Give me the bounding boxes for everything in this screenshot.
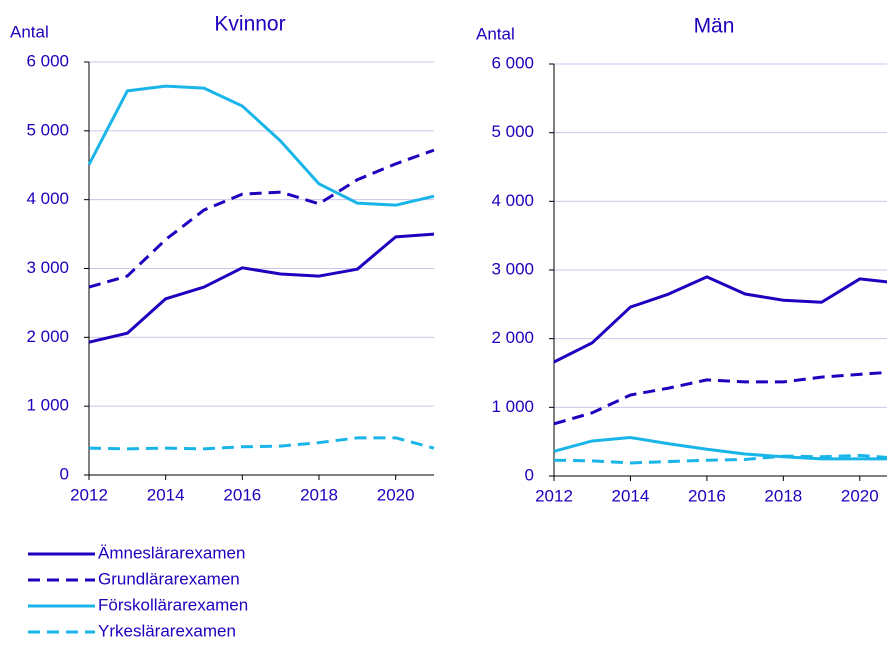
x-tick-label: 2016 — [688, 486, 726, 505]
x-tick-label: 2014 — [147, 485, 185, 504]
data-line — [553, 370, 887, 426]
chart-title: Män — [694, 15, 735, 38]
data-line — [88, 436, 435, 451]
data-line — [88, 148, 435, 289]
x-tick-label: 2020 — [377, 485, 415, 504]
y-tick-label: 6 000 — [26, 51, 69, 70]
y-axis-label: Antal — [10, 22, 49, 41]
data-line — [553, 436, 887, 461]
y-tick-label: 2 000 — [26, 327, 69, 346]
y-tick-label: 4 000 — [491, 191, 534, 210]
y-axis-label: Antal — [476, 24, 515, 43]
x-tick-label: 2012 — [535, 486, 573, 505]
y-tick-label: 5 000 — [491, 122, 534, 141]
chart-title: Kvinnor — [214, 13, 285, 36]
y-tick-label: 2 000 — [491, 328, 534, 347]
y-tick-label: 3 000 — [26, 258, 69, 277]
legend-label: Yrkeslärarexamen — [98, 621, 236, 640]
x-tick-label: 2012 — [70, 485, 108, 504]
legend-label: Ämneslärarexamen — [98, 543, 245, 562]
x-tick-label: 2014 — [612, 486, 650, 505]
y-tick-label: 3 000 — [491, 259, 534, 278]
data-line — [553, 275, 887, 364]
y-tick-label: 4 000 — [26, 189, 69, 208]
y-tick-label: 5 000 — [26, 120, 69, 139]
data-line — [88, 232, 435, 344]
y-tick-label: 0 — [525, 465, 534, 484]
x-tick-label: 2016 — [223, 485, 261, 504]
x-tick-label: 2018 — [300, 485, 338, 504]
y-tick-label: 0 — [60, 464, 69, 483]
y-tick-label: 1 000 — [26, 396, 69, 415]
data-line — [553, 453, 887, 465]
data-line — [87, 84, 435, 207]
y-tick-label: 1 000 — [491, 397, 534, 416]
x-tick-label: 2020 — [841, 486, 879, 505]
y-tick-label: 6 000 — [491, 53, 534, 72]
x-tick-label: 2018 — [764, 486, 802, 505]
legend-label: Förskollärarexamen — [98, 595, 248, 614]
legend-label: Grundlärarexamen — [98, 569, 240, 588]
